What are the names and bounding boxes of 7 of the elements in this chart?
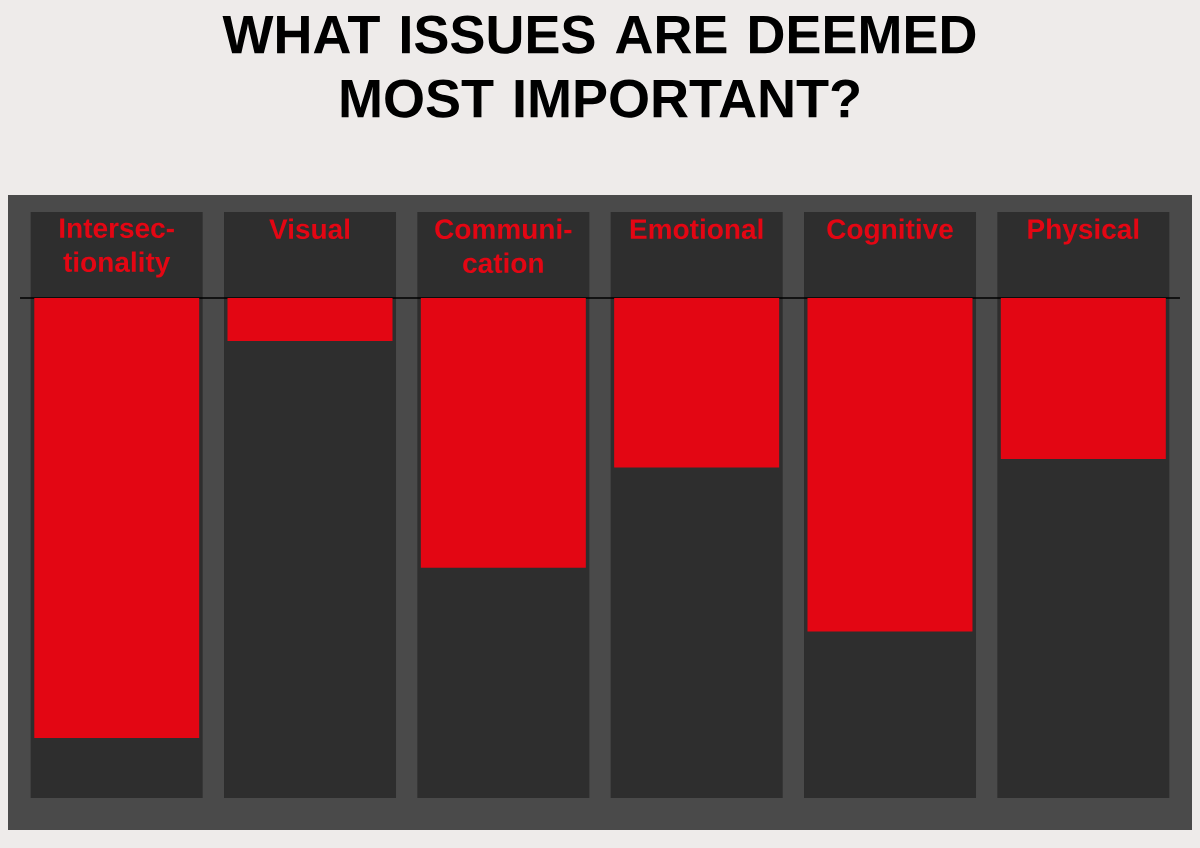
x-tick-label: Emotional bbox=[630, 218, 763, 240]
x-tick-label: Communi-cation bbox=[435, 218, 572, 274]
x-tick-label: Physical bbox=[1028, 218, 1139, 245]
x-tick-label: Cognitive bbox=[827, 218, 953, 245]
x-tick-label: Intersec-tionality bbox=[60, 218, 174, 278]
x-tick-label: Visual bbox=[269, 218, 350, 240]
chart-title: WHAT ISSUES ARE DEEMED MOST IMPORTANT? bbox=[222, 15, 976, 118]
